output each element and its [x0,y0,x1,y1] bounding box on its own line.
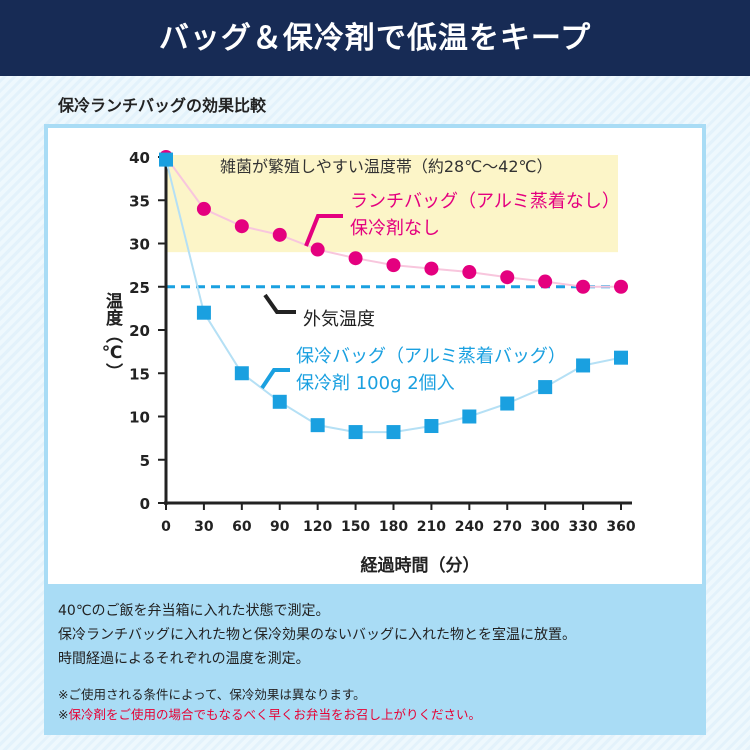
data-point [348,251,363,266]
x-tick-label: 270 [493,519,522,535]
note-mark: ※ [58,687,69,702]
data-point [348,425,363,440]
x-tick-label: 330 [568,519,597,535]
x-tick-label: 60 [232,519,252,535]
note-2: ※保冷剤をご使用の場合でもなるべく早くお弁当をお召し上がりください。 [58,704,481,723]
data-point [234,366,249,381]
series-label: 保冷バッグ（アルミ蒸着バッグ） [296,346,566,367]
series-label-2: 保冷剤なし [350,218,440,239]
data-point [614,279,628,294]
info-line: 40℃のご飯を弁当箱に入れた状態で測定。 [58,603,330,619]
x-tick-label: 240 [455,519,484,535]
note-mark: ※ [58,707,69,722]
chart-subtitle: 保冷ランチバッグの効果比較 [58,96,267,115]
note-1: ※ご使用される条件によって、保冷効果は異なります。 [58,684,366,703]
data-point [386,258,401,273]
data-point [462,409,477,424]
x-tick-label: 300 [531,519,560,535]
data-point [310,418,325,433]
x-axis-label: 経過時間（分） [361,555,480,576]
data-point [538,380,553,395]
data-point [196,305,211,320]
x-tick-label: 0 [161,519,171,535]
data-point [196,201,211,216]
y-tick-label: 30 [129,236,150,254]
y-tick-label: 40 [129,149,150,167]
outside-temp-label: 外気温度 [303,309,375,330]
pink-leader [304,214,343,247]
data-point [462,265,477,280]
y-tick-label: 10 [129,409,150,427]
y-tick-label: 20 [129,322,150,340]
data-point [576,279,591,294]
series-label: ランチバッグ（アルミ蒸着なし） [350,191,620,212]
x-tick-label: 360 [606,519,635,535]
data-point [386,425,401,440]
x-tick-label: 90 [270,519,290,535]
info-line: 保冷ランチバッグに入れた物と保冷効果のないバッグに入れた物とを室温に放置。 [58,627,576,643]
page-header: バッグ＆保冷剤で低温をキープ [0,0,750,76]
note-text: ご使用される条件によって、保冷効果は異なります。 [68,687,366,702]
info-box: 40℃のご飯を弁当箱に入れた状態で測定。 保冷ランチバッグに入れた物と保冷効果の… [44,588,706,735]
data-point [159,152,173,167]
data-point [538,274,553,289]
series-label-2: 保冷剤 100g 2個入 [296,373,455,394]
info-line: 時間経過によるそれぞれの温度を測定。 [58,651,310,667]
data-point [310,242,325,257]
x-tick-label: 120 [303,519,332,535]
outside-leader [263,293,296,314]
data-point [614,350,628,365]
x-tick-label: 30 [194,519,214,535]
blue-leader [260,368,290,390]
data-point [234,219,249,234]
y-tick-label: 5 [140,452,150,470]
x-tick-label: 210 [417,519,446,535]
note-text-red: 保冷剤をご使用の場合でもなるべく早くお弁当をお召し上がりください。 [68,707,481,722]
y-axis-label: 温度（℃） [102,292,122,380]
warm-band [166,155,618,253]
y-tick-label: 25 [129,279,150,297]
y-tick-label: 0 [140,495,150,513]
data-point [424,261,439,276]
data-point [500,396,515,411]
x-tick-label: 180 [379,519,408,535]
data-point [272,394,287,409]
x-tick-label: 150 [341,519,370,535]
band-label: 雑菌が繁殖しやすい温度帯（約28℃～42℃） [220,157,553,176]
y-tick-label: 15 [129,365,150,383]
y-tick-label: 35 [129,192,150,210]
data-point [500,270,515,285]
data-point [576,358,591,373]
data-point [424,419,439,434]
data-point [272,227,287,242]
